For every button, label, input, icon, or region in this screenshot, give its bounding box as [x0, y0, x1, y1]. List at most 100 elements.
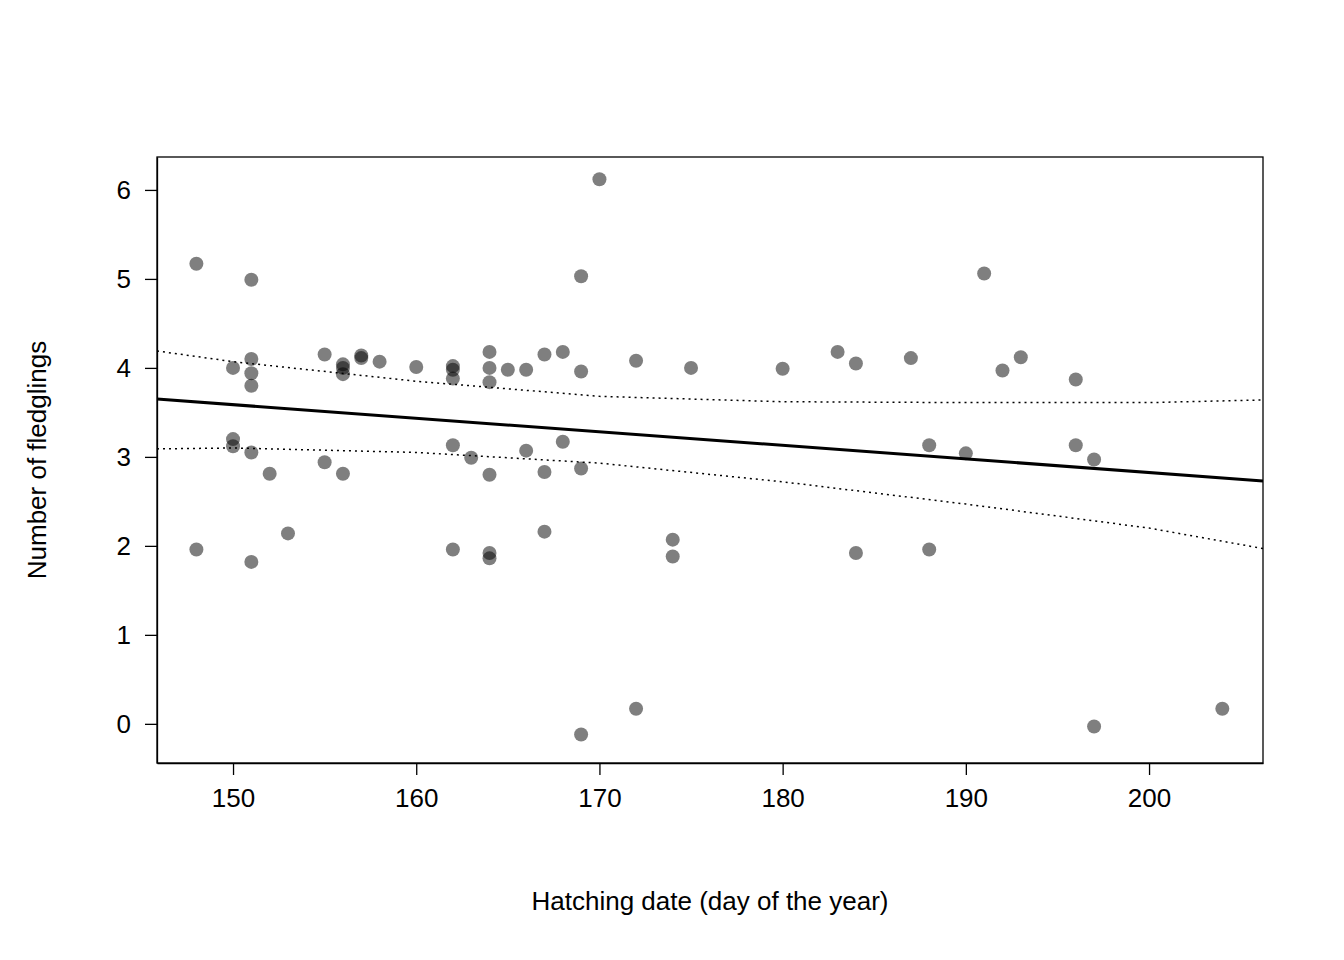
point — [446, 438, 460, 452]
marks — [157, 172, 1263, 741]
point — [1014, 350, 1028, 364]
y-tick-label: 4 — [117, 353, 131, 383]
x-axis-title: Hatching date (day of the year) — [532, 886, 889, 916]
confidence-line — [157, 351, 1263, 403]
point — [556, 345, 570, 359]
x-tick-label: 180 — [761, 783, 804, 813]
x-tick-label: 160 — [395, 783, 438, 813]
point — [556, 435, 570, 449]
point — [519, 444, 533, 458]
y-tick-mark — [145, 279, 157, 280]
x-axis: 150 160 170 180 190 200 — [158, 763, 1264, 813]
x-tick-mark — [1149, 763, 1150, 775]
point — [1069, 372, 1083, 386]
x-tick-mark — [966, 763, 967, 775]
point — [244, 379, 258, 393]
point — [318, 348, 332, 362]
y-tick-mark — [145, 368, 157, 369]
y-tick-mark — [145, 457, 157, 458]
point — [831, 345, 845, 359]
point — [244, 555, 258, 569]
point — [922, 438, 936, 452]
point — [537, 465, 551, 479]
point — [977, 267, 991, 281]
point — [483, 345, 497, 359]
y-tick: 3 — [117, 442, 157, 472]
x-tick: 190 — [945, 763, 988, 813]
y-tick-label: 5 — [117, 264, 131, 294]
point — [776, 362, 790, 376]
x-tick-label: 200 — [1128, 783, 1171, 813]
x-tick: 170 — [578, 763, 621, 813]
point — [501, 363, 515, 377]
y-tick-mark — [145, 724, 157, 725]
point — [354, 351, 368, 365]
point — [336, 467, 350, 481]
point — [666, 533, 680, 547]
point — [244, 445, 258, 459]
point — [226, 361, 240, 375]
y-tick-label: 6 — [117, 175, 131, 205]
x-tick-label: 150 — [212, 783, 255, 813]
point — [263, 467, 277, 481]
plot-frame — [157, 157, 1263, 763]
point — [446, 542, 460, 556]
point — [537, 525, 551, 539]
point — [464, 451, 478, 465]
point — [995, 364, 1009, 378]
point — [904, 351, 918, 365]
point — [189, 542, 203, 556]
y-tick-mark — [145, 190, 157, 191]
x-tick-label: 170 — [578, 783, 621, 813]
y-axis-title: Number of fledglings — [22, 341, 52, 579]
point — [592, 172, 606, 186]
x-tick-mark — [599, 763, 600, 775]
point — [483, 468, 497, 482]
point — [849, 356, 863, 370]
point — [281, 526, 295, 540]
x-tick: 200 — [1128, 763, 1171, 813]
point — [849, 546, 863, 560]
x-tick: 150 — [212, 763, 255, 813]
y-axis: 0 1 2 3 4 5 6 — [117, 158, 158, 764]
point — [1087, 453, 1101, 467]
y-tick-label: 0 — [117, 709, 131, 739]
point — [574, 461, 588, 475]
y-tick: 5 — [117, 264, 157, 294]
point — [629, 702, 643, 716]
points — [189, 172, 1229, 741]
y-tick-label: 3 — [117, 442, 131, 472]
y-tick-label: 1 — [117, 620, 131, 650]
x-tick-label: 190 — [945, 783, 988, 813]
point — [373, 355, 387, 369]
point — [244, 366, 258, 380]
point — [1215, 702, 1229, 716]
y-tick-mark — [145, 546, 157, 547]
x-tick-mark — [233, 763, 234, 775]
fit-line — [157, 399, 1263, 481]
y-tick: 2 — [117, 531, 157, 561]
x-tick-mark — [416, 763, 417, 775]
point — [483, 551, 497, 565]
point — [666, 550, 680, 564]
y-tick: 0 — [117, 709, 157, 739]
point — [684, 361, 698, 375]
point — [318, 455, 332, 469]
point — [244, 273, 258, 287]
y-tick: 1 — [117, 620, 157, 650]
y-tick: 6 — [117, 175, 157, 205]
chart: 150 160 170 180 190 200 0 1 2 3 4 5 6 Hatching date (… — [0, 0, 1344, 960]
point — [922, 542, 936, 556]
y-tick: 4 — [117, 353, 157, 383]
point — [446, 372, 460, 386]
x-tick: 180 — [761, 763, 804, 813]
plot: 150 160 170 180 190 200 0 1 2 3 4 5 6 — [117, 157, 1264, 813]
point — [574, 269, 588, 283]
point — [537, 348, 551, 362]
y-tick-label: 2 — [117, 531, 131, 561]
point — [574, 364, 588, 378]
point — [519, 363, 533, 377]
point — [483, 375, 497, 389]
point — [1069, 438, 1083, 452]
point — [244, 352, 258, 366]
